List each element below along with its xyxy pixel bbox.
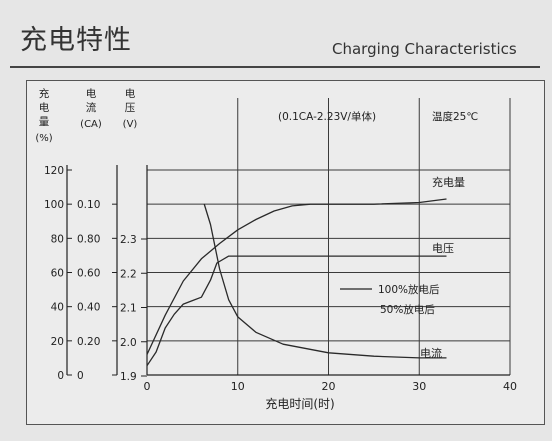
temperature-text: 温度25℃ [432,110,478,123]
legend-dashed-label: 50%放电后 [380,303,435,316]
chart-header: 充电特性 Charging Characteristics [0,0,552,70]
axis-1-label-char: 充 [39,87,50,100]
y2-tick-label: 0.20 [77,336,100,348]
legend-solid-label: 100%放电后 [378,283,440,296]
chart-title-en: Charging Characteristics [332,40,517,58]
axis-1-label-char: 量 [39,116,50,128]
y2-tick-label: 0.60 [77,268,100,280]
axis-2-label-char: 电 [86,87,97,100]
chart-title-zh: 充电特性 [20,25,132,56]
y3-tick-label: 2.1 [120,303,137,315]
axis-3-label-char: 压 [125,102,136,114]
y3-tick-label: 2.0 [120,337,137,349]
y1-tick-label: 100 [44,199,64,211]
x-tick-label: 30 [412,380,426,393]
y3-tick-label: 1.9 [120,371,137,383]
y1-tick-label: 120 [44,165,64,177]
y2-tick-label: 0.10 [77,199,100,211]
series-line-电压 [146,255,447,367]
series-label-电压: 电压 [432,242,454,255]
series-label-充电量: 充电量 [432,175,465,189]
y1-tick-label: 40 [51,302,64,314]
y1-tick-label: 80 [51,233,64,245]
x-tick-label: 0 [144,380,151,393]
axis-2-label-char: 流 [86,101,97,114]
y1-tick-label: 0 [57,370,64,382]
axis-1-unit: (%) [35,133,52,144]
series-label-电流: 电流 [420,346,442,360]
y3-tick-label: 2.3 [120,234,137,246]
condition-text: (0.1CA-2.23V/单体) [278,111,376,123]
y1-tick-label: 60 [51,268,64,280]
series-line-充电量 [146,198,447,355]
y2-tick-label: 0 [77,370,84,382]
x-tick-label: 40 [503,380,517,393]
labels: 0 10 20 30 40 充电时间(时) 0 20 40 60 80 100 120 0 0.20 0.40… [35,87,517,411]
grid [147,98,511,375]
axis-3-label-char: 电 [125,87,136,100]
x-tick-label: 20 [322,380,336,393]
axis-1-label-char: 电 [39,101,50,114]
curves [146,198,447,367]
axes [66,165,510,377]
title-underline [10,66,540,68]
axis-2-unit: (CA) [80,119,102,130]
series-line-电流 [203,203,447,359]
y2-tick-label: 0.40 [77,302,100,314]
y3-tick-label: 2.2 [120,268,137,280]
x-axis-title: 充电时间(时) [265,396,334,411]
axis-3-unit: (V) [123,119,138,130]
y1-tick-label: 20 [51,336,64,348]
x-tick-label: 10 [231,380,245,393]
chart-panel [26,80,545,425]
y2-tick-label: 0.80 [77,233,100,245]
